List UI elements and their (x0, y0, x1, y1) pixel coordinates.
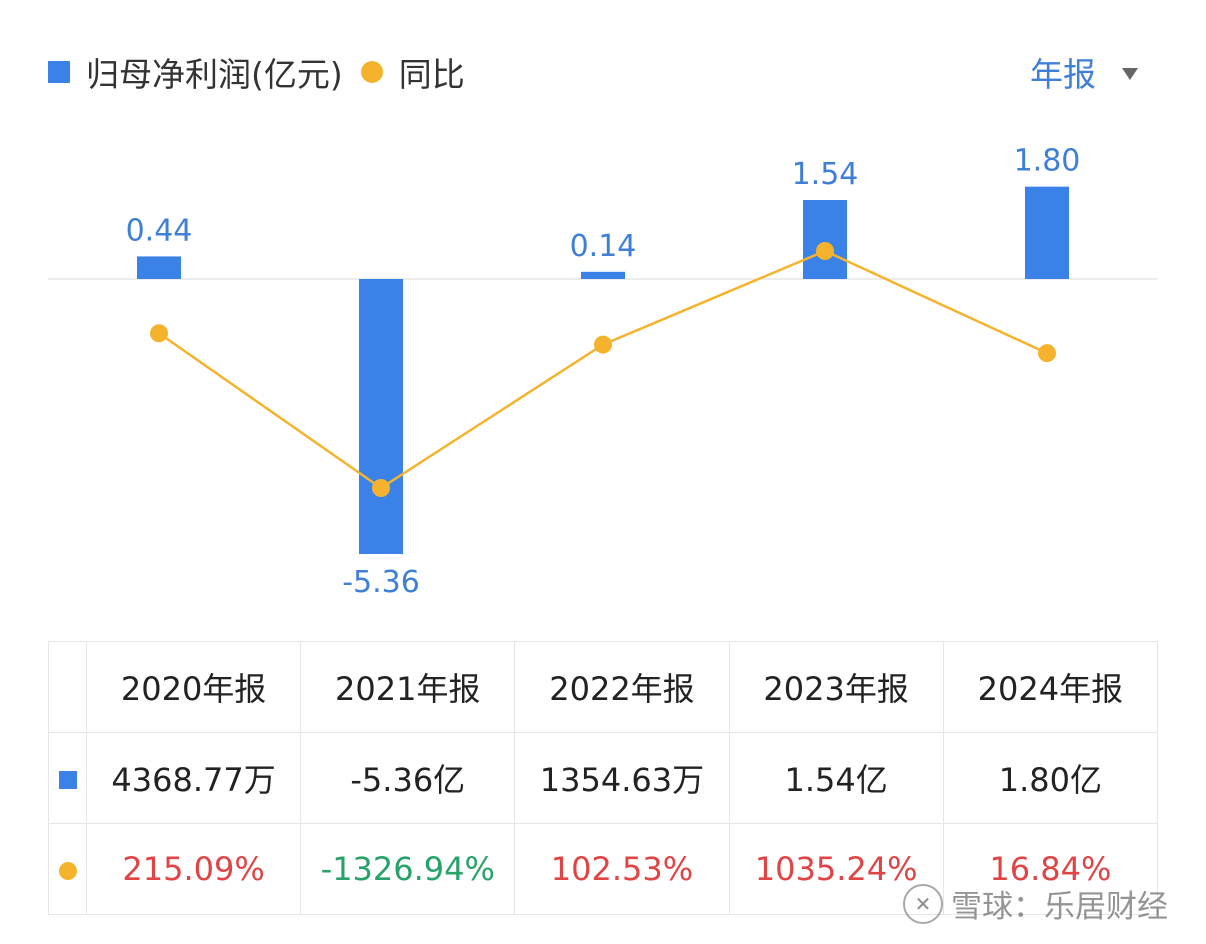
period-selector-label: 年报 (1030, 55, 1096, 94)
yoy-cell: 102.53% (514, 823, 730, 915)
yoy-point-2022年报 (594, 335, 612, 354)
bar-2020年报 (137, 256, 181, 279)
profit-row: 4368.77万 -5.36亿 1354.63万 1.54亿 1.80亿 (48, 732, 1159, 824)
yoy-row: 215.09% -1326.94% 102.53% 1035.24% 16.84… (48, 823, 1159, 915)
bar-2023年报 (803, 199, 847, 279)
yoy-line (158, 249, 1048, 490)
bar-legend-label: 归母净利润(亿元) (86, 55, 343, 94)
profit-cell: 1.54亿 (728, 732, 944, 824)
yoy-point-2020年报 (150, 324, 168, 343)
bar-2024年报 (1025, 186, 1069, 279)
yoy-cell: -1326.94% (300, 823, 516, 915)
table-header-row: 2020年报 2021年报 2022年报 2023年报 2024年报 (48, 641, 1159, 733)
profit-chart: 0.44 -5.36 0.14 1.54 1.80 (48, 144, 1158, 600)
line-marker-icon (58, 862, 77, 880)
line-legend-label: 同比 (398, 55, 465, 94)
profit-row-marker-cell (48, 732, 87, 824)
bar-value-label: 0.14 (570, 229, 637, 264)
profit-cell: 4368.77万 (85, 732, 302, 824)
table-header-cell: 2023年报 (728, 641, 944, 733)
data-table: 2020年报 2021年报 2022年报 2023年报 2024年报 4368.… (48, 641, 1159, 915)
watermark: ✕ 雪球：乐居财经 (903, 881, 1168, 926)
bar-2022年报 (581, 271, 625, 279)
profit-cell: 1.80亿 (942, 732, 1159, 824)
caret-down-icon (1122, 68, 1138, 80)
watermark-text: 雪球：乐居财经 (951, 889, 1168, 925)
bar-marker-icon (58, 771, 77, 789)
yoy-cell: 1035.24% (728, 823, 944, 915)
yoy-row-marker-cell (48, 823, 87, 915)
yoy-cell: 16.84% (942, 823, 1159, 915)
table-header-cell: 2022年报 (514, 641, 730, 733)
bar-2021年报 (359, 279, 403, 554)
chart-legend: 归母净利润(亿元) 同比 (48, 46, 465, 98)
bar-value-label: 1.54 (792, 157, 859, 192)
table-header-cell: 2020年报 (85, 641, 302, 733)
period-selector[interactable]: 年报 (1030, 46, 1138, 98)
yoy-point-2021年报 (372, 479, 390, 497)
snowball-logo-icon: ✕ (903, 883, 943, 924)
yoy-cell: 215.09% (85, 823, 302, 915)
table-header-cell: 2021年报 (300, 641, 516, 733)
bar-value-label: -5.36 (342, 565, 420, 600)
table-header-cell: 2024年报 (942, 641, 1159, 733)
profit-cell: -5.36亿 (300, 732, 516, 824)
bar-value-label: 0.44 (126, 213, 193, 248)
table-corner-cell (48, 641, 87, 733)
bar-legend-swatch (48, 61, 70, 83)
profit-cell: 1354.63万 (514, 732, 730, 824)
yoy-point-2023年报 (816, 242, 834, 260)
yoy-point-2024年报 (1038, 344, 1056, 363)
bar-value-label: 1.80 (1014, 144, 1081, 179)
line-legend-swatch (360, 61, 383, 83)
